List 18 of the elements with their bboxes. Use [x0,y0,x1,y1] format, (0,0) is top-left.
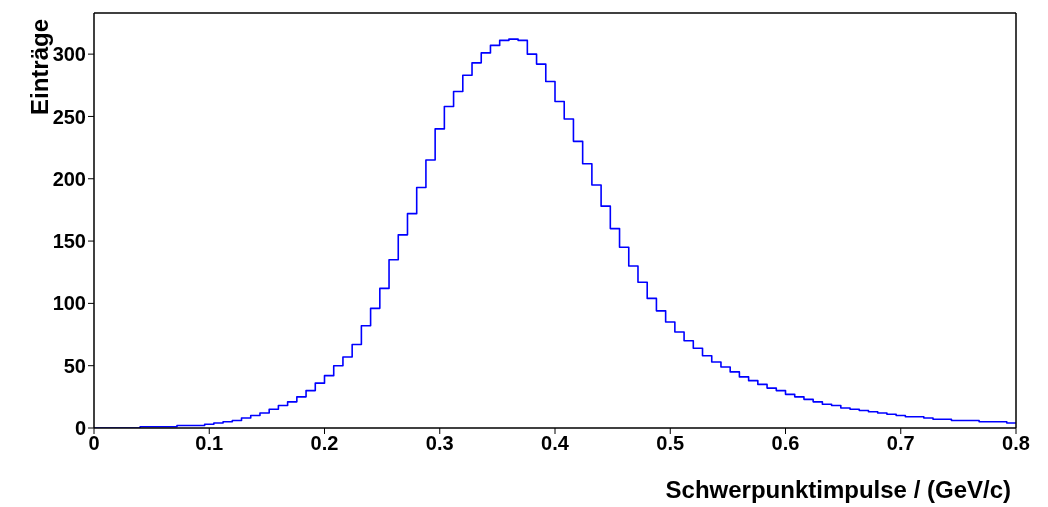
y-axis-title: Einträge [25,19,53,116]
x-tick-label: 0.1 [195,432,224,455]
y-tick-label: 300 [52,43,86,66]
x-tick-label: 0.3 [425,432,454,455]
x-tick-label: 0.2 [310,432,339,455]
x-axis-title: Schwerpunktimpulse / (GeV/c) [665,476,1011,503]
x-tick-label: 0.8 [1002,432,1030,455]
y-tick-label: 250 [52,105,86,128]
x-tick-label: 0.4 [541,432,570,455]
x-tick-label: 0 [88,432,100,455]
x-tick-label: 0.5 [656,432,685,455]
x-tick-label: 0.6 [771,432,800,455]
y-tick-label: 0 [74,417,86,440]
y-tick-label: 200 [52,167,86,190]
y-tick-label: 150 [52,230,86,253]
y-tick-label: 50 [63,354,86,377]
x-tick-label: 0.7 [886,432,915,455]
y-tick-label: 100 [52,292,86,315]
